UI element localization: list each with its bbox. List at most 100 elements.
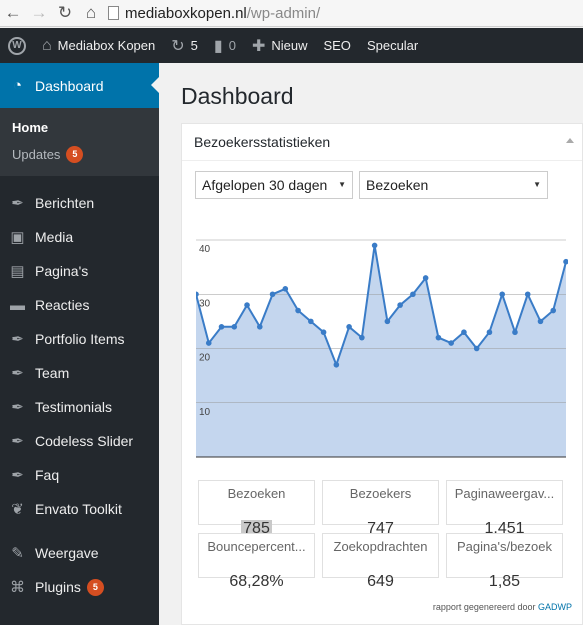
visits-area-chart: 10 20 30 40 — [196, 239, 568, 458]
theme-button[interactable]: Specular — [359, 28, 426, 63]
back-icon[interactable]: ← — [4, 3, 22, 22]
period-select[interactable]: Afgelopen 30 dagen — [195, 171, 353, 199]
site-name-button[interactable]: ⌂ Mediabox Kopen — [34, 28, 163, 63]
wp-logo-button[interactable]: W — [0, 28, 34, 63]
stat-label: Bouncepercent... — [207, 539, 306, 554]
submenu-item-label: Updates — [12, 147, 61, 162]
theme-label: Specular — [366, 38, 419, 53]
comments-button[interactable]: ▮ 0 — [206, 28, 244, 63]
stat-card: Zoekopdrachten 649 — [322, 533, 439, 590]
updates-count: 5 — [190, 38, 198, 53]
house-icon: ⌂ — [42, 36, 52, 54]
sidebar-item-plugins[interactable]: ⌘ Plugins 5 — [0, 570, 159, 604]
sidebar-item-weergave[interactable]: ✎ Weergave — [0, 536, 159, 570]
admin-bar: W ⌂ Mediabox Kopen ↻ 5 ▮ 0 ✚ Nieuw SEO S… — [0, 28, 583, 63]
sidebar-item-media[interactable]: ▣ Media — [0, 220, 159, 254]
data-point — [410, 291, 416, 298]
forward-icon[interactable]: → — [30, 3, 48, 22]
series-line — [196, 245, 567, 368]
plus-icon: ✚ — [251, 37, 266, 55]
pages-icon: ▤ — [10, 263, 25, 280]
stat-value: 649 — [367, 573, 394, 590]
data-point — [537, 318, 544, 325]
data-point — [244, 302, 250, 308]
main-content: Dashboard Bezoekersstatistieken Afgelope… — [159, 63, 583, 625]
dashboard-submenu: Home Updates 5 — [0, 108, 159, 176]
brush-icon: ✎ — [11, 545, 24, 562]
seo-button[interactable]: SEO — [315, 28, 358, 63]
collapse-arrow-icon[interactable] — [566, 138, 574, 143]
sidebar-item-label: Reacties — [35, 297, 90, 313]
y-tick-label: 10 — [199, 407, 211, 418]
stat-value: 1,85 — [488, 573, 521, 590]
plugin-icon: ⌘ — [10, 579, 25, 596]
sidebar-item-label: Envato Toolkit — [35, 501, 122, 517]
updates-badge: 5 — [66, 146, 84, 163]
sidebar-item-label: Team — [35, 365, 70, 381]
data-point — [205, 340, 212, 346]
page-title: Dashboard — [181, 83, 294, 109]
sidebar-item-label: Dashboard — [35, 77, 104, 94]
submenu-item-label: Home — [12, 120, 49, 135]
sidebar-item-testimonials[interactable]: ✒ Testimonials — [0, 390, 159, 424]
new-label: Nieuw — [271, 38, 308, 53]
sidebar-item-faq[interactable]: ✒ Faq — [0, 458, 159, 492]
submenu-item-home[interactable]: Home — [0, 114, 159, 141]
sidebar-item-team[interactable]: ✒ Team — [0, 356, 159, 390]
area-fill — [196, 245, 566, 457]
data-point — [448, 340, 454, 346]
sidebar-item-dashboard[interactable]: ◔ Dashboard — [0, 63, 159, 108]
pin-icon: ✒ — [11, 467, 24, 484]
sidebar-item-pagina-s[interactable]: ▤ Pagina's — [0, 254, 159, 288]
widget-title: Bezoekersstatistieken — [194, 134, 331, 150]
sidebar-menu: ✒ Berichten ▣ Media ▤ Pagina's ▬ Reacties ✒ Portf… — [0, 186, 159, 526]
sidebar-item-berichten[interactable]: ✒ Berichten — [0, 186, 159, 220]
url-domain: mediaboxkopen.nl — [125, 4, 247, 22]
gadwp-link[interactable]: GADWP — [537, 602, 572, 612]
stat-card: Bezoekers 747 — [322, 480, 439, 537]
stat-label: Bezoekers — [349, 486, 412, 501]
stat-card: Pagina's/bezoek 1,85 — [446, 533, 563, 590]
metric-select[interactable]: Bezoeken — [359, 171, 548, 199]
sidebar-item-label: Berichten — [35, 195, 95, 211]
comments-icon: ▬ — [10, 296, 25, 314]
metric-select-value: Bezoeken — [366, 177, 429, 193]
data-point — [371, 242, 378, 249]
sidebar-item-portfolio-items[interactable]: ✒ Portfolio Items — [0, 322, 159, 356]
y-tick-label: 40 — [199, 244, 211, 255]
visitor-stats-widget: Bezoekersstatistieken Afgelopen 30 dagen… — [181, 123, 583, 625]
period-select-value: Afgelopen 30 dagen — [202, 177, 328, 193]
footer-text: rapport gegenereerd door — [432, 602, 536, 612]
stat-value: 68,28% — [229, 573, 284, 590]
new-content-button[interactable]: ✚ Nieuw — [244, 28, 316, 63]
data-point — [256, 324, 263, 330]
data-point — [346, 324, 352, 330]
reload-icon[interactable]: ↻ — [57, 3, 73, 22]
data-point — [563, 258, 568, 265]
widget-header[interactable]: Bezoekersstatistieken — [182, 124, 582, 161]
site-name: Mediabox Kopen — [57, 38, 156, 53]
submenu-item-updates[interactable]: Updates 5 — [0, 141, 159, 168]
address-bar[interactable]: mediaboxkopen.nl/wp-admin/ — [108, 0, 320, 27]
filter-selects: Afgelopen 30 dagen Bezoeken — [195, 171, 548, 199]
pin-icon: ✒ — [11, 365, 24, 382]
sidebar-item-envato-toolkit[interactable]: ❦ Envato Toolkit — [0, 492, 159, 526]
stat-card: Paginaweergav... 1.451 — [446, 480, 563, 537]
data-point — [320, 329, 327, 336]
data-point — [196, 291, 199, 298]
home-icon[interactable]: ⌂ — [85, 3, 97, 22]
report-footer: rapport gegenereerd door GADWP — [433, 602, 572, 612]
comments-count: 0 — [228, 38, 236, 53]
page-icon — [108, 6, 119, 20]
media-icon: ▣ — [10, 229, 25, 246]
stat-label: Paginaweergav... — [454, 486, 555, 501]
url-path: /wp-admin/ — [246, 4, 321, 22]
updates-button[interactable]: ↻ 5 — [163, 28, 206, 63]
data-point — [295, 307, 301, 314]
sidebar-item-reacties[interactable]: ▬ Reacties — [0, 288, 159, 322]
plugins-badge: 5 — [86, 578, 104, 596]
data-point — [512, 329, 518, 336]
browser-toolbar: ← → ↻ ⌂ mediaboxkopen.nl/wp-admin/ — [0, 0, 583, 27]
data-point — [473, 345, 480, 352]
sidebar-item-codeless-slider[interactable]: ✒ Codeless Slider — [0, 424, 159, 458]
